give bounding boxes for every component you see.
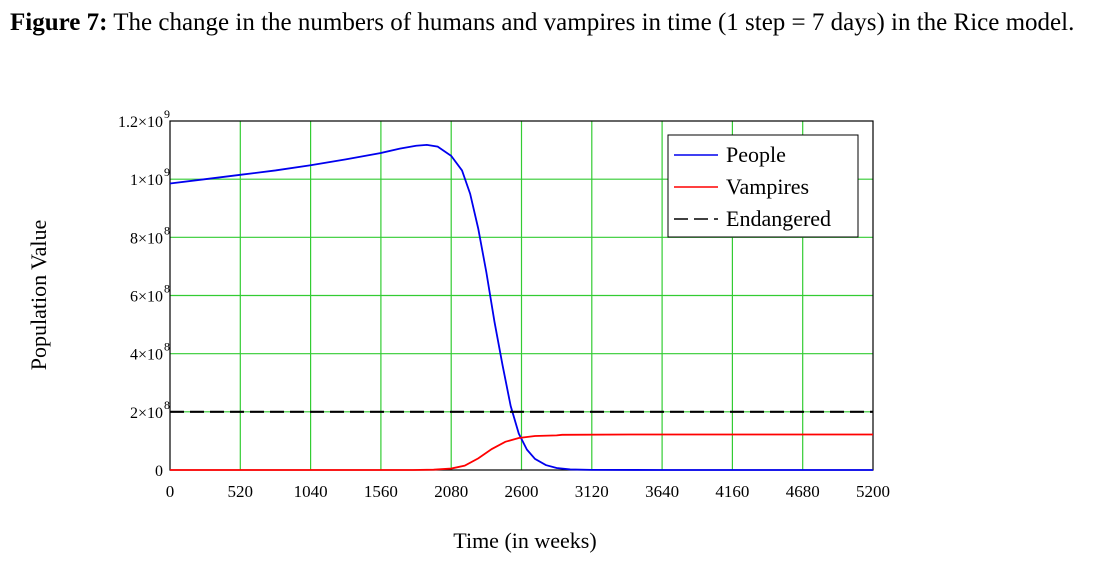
- y-tick-label: 1×10: [130, 172, 163, 189]
- series-lines: [169, 143, 873, 471]
- x-tick-label: 4160: [715, 482, 749, 501]
- y-axis-label: Population Value: [26, 220, 51, 371]
- y-tick-exponent: 9: [164, 107, 170, 121]
- y-tick-exponent: 8: [164, 340, 170, 354]
- x-tick-label: 3120: [575, 482, 609, 501]
- y-tick-exponent: 8: [164, 398, 170, 412]
- y-tick-exponent: 8: [164, 223, 170, 237]
- x-tick-label: 5200: [856, 482, 890, 501]
- x-tick-label: 4680: [786, 482, 820, 501]
- legend-label: Vampires: [726, 174, 809, 199]
- figure-caption: Figure 7: The change in the numbers of h…: [10, 7, 1100, 38]
- caption-text: The change in the numbers of humans and …: [113, 9, 1075, 36]
- series-line-vampires: [170, 433, 873, 471]
- y-tick-label: 4×10: [130, 347, 163, 364]
- x-tick-label: 2080: [434, 482, 468, 501]
- y-tick-exponent: 9: [164, 165, 170, 179]
- plot-frame: [169, 120, 874, 471]
- y-tick-exponent: 8: [164, 282, 170, 296]
- x-tick-label: 3640: [645, 482, 679, 501]
- y-tick-label: 6×10: [130, 289, 163, 306]
- x-tick-label: 520: [228, 482, 254, 501]
- y-tick-label: 2×10: [130, 405, 163, 422]
- y-tick-label: 8×10: [130, 230, 163, 247]
- x-tick-label: 0: [166, 482, 175, 501]
- x-tick-label: 2600: [505, 482, 539, 501]
- axes: [169, 120, 874, 471]
- y-tick-label: 0: [155, 463, 163, 480]
- legend-label: People: [726, 142, 786, 167]
- series-line-people: [169, 143, 873, 471]
- legend: People Vampires Endangered: [667, 134, 859, 238]
- legend-label: Endangered: [726, 206, 831, 231]
- caption-label: Figure 7:: [10, 9, 108, 36]
- x-tick-label: 1040: [294, 482, 328, 501]
- tick-labels: 0 520 1040 1560 2080 2600 3120 3640 4160 4680 5200…: [118, 107, 890, 501]
- x-tick-label: 1560: [364, 482, 398, 501]
- x-axis-label: Time (in weeks): [453, 528, 596, 553]
- y-tick-label: 1.2×10: [118, 114, 163, 131]
- legend-box: [667, 134, 859, 238]
